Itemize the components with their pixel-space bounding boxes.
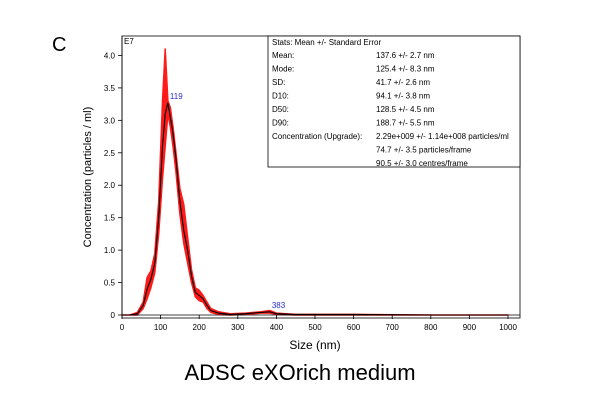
figure-caption: ADSC eXOrich medium [184, 360, 416, 385]
y-axis-title: Concentration (particles / ml) [82, 107, 94, 248]
y-tick-label: 4.0 [104, 51, 116, 60]
stats-row-value: 188.7 +/- 5.5 nm [376, 119, 435, 128]
stats-row-label: D10: [272, 92, 289, 101]
stats-row-value: 74.7 +/- 3.5 particles/frame [376, 146, 472, 155]
y-tick-label: 2.5 [104, 149, 116, 158]
panel-label: C [52, 34, 67, 56]
stats-row-value: 94.1 +/- 3.8 nm [376, 92, 430, 101]
stats-row-value: 41.7 +/- 2.6 nm [376, 78, 430, 87]
stats-row-value: 90.5 +/- 3.0 centres/frame [376, 159, 468, 168]
y-tick-label: 0 [111, 311, 116, 320]
y-tick-label: 1.5 [104, 214, 116, 223]
stats-row-value: 125.4 +/- 8.3 nm [376, 65, 435, 74]
x-tick-label: 1000 [499, 323, 517, 332]
x-tick-label: 900 [463, 323, 477, 332]
y-tick-label: 2.0 [104, 181, 116, 190]
x-tick-label: 200 [193, 323, 207, 332]
y-tick-label: 0.5 [104, 279, 116, 288]
peak-annotation: 383 [272, 301, 286, 310]
x-tick-label: 600 [347, 323, 361, 332]
y-exponent-label: E7 [124, 37, 134, 46]
stats-box: Stats: Mean +/- Standard Error Mean: 137.6… [267, 35, 521, 168]
x-tick-label: 700 [386, 323, 400, 332]
stats-header: Stats: Mean +/- Standard Error [272, 38, 381, 47]
stats-box-frame [267, 35, 521, 168]
y-tick-label: 3.5 [104, 84, 116, 93]
mean-line [122, 102, 508, 316]
x-tick-label: 300 [231, 323, 245, 332]
stats-row-value: 137.6 +/- 2.7 nm [376, 51, 435, 60]
x-tick-label: 0 [120, 323, 125, 332]
stats-row-label: D50: [272, 105, 289, 114]
y-tick-label: 3.0 [104, 116, 116, 125]
stats-row-label: Mode: [272, 65, 294, 74]
y-tick-label: 1.0 [104, 246, 116, 255]
stats-row-label: SD: [272, 78, 285, 87]
x-tick-label: 400 [270, 323, 284, 332]
x-tick-label: 800 [424, 323, 438, 332]
stats-row-label: D90: [272, 119, 289, 128]
peak-annotation: 119 [170, 92, 183, 101]
stats-row-value: 2.29e+009 +/- 1.14e+008 particles/ml [376, 132, 509, 141]
stats-row-label: Concentration (Upgrade): [272, 132, 362, 141]
x-tick-label: 500 [308, 323, 322, 332]
x-axis-title: Size (nm) [289, 338, 340, 352]
stats-row-label: Mean: [272, 51, 294, 60]
x-tick-label: 100 [154, 323, 168, 332]
stats-row-value: 128.5 +/- 4.5 nm [376, 105, 435, 114]
